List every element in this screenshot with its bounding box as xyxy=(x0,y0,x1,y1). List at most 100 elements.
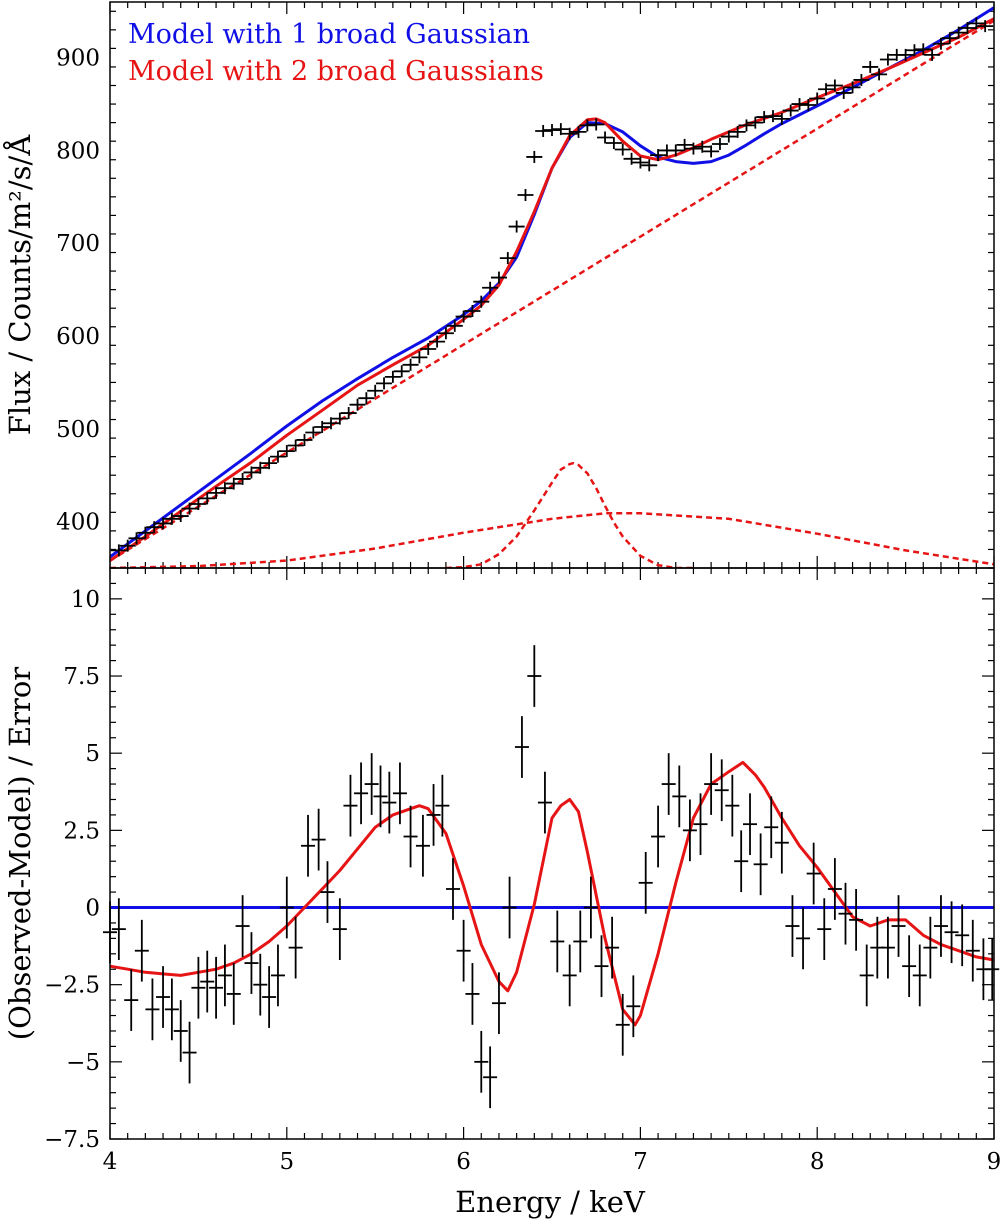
residual-point xyxy=(502,876,517,939)
data-point xyxy=(526,150,543,163)
data-point xyxy=(906,44,923,57)
data-point xyxy=(508,220,525,233)
data-point xyxy=(623,152,640,165)
residual-point xyxy=(415,814,430,877)
residual-point xyxy=(491,972,506,1035)
y-tick-label: −7.5 xyxy=(44,1127,100,1153)
data-point xyxy=(809,92,826,105)
data-point xyxy=(296,433,313,446)
residual-point xyxy=(320,861,335,923)
residual-point xyxy=(156,966,171,1028)
residual-point xyxy=(827,858,842,920)
data-point xyxy=(897,48,914,61)
data-point xyxy=(694,140,711,153)
residual-point xyxy=(301,814,316,877)
residual-point xyxy=(244,932,259,994)
data-point xyxy=(199,492,216,505)
y-tick-label: 800 xyxy=(56,138,100,164)
residual-point xyxy=(354,762,369,825)
data-point xyxy=(110,544,127,557)
data-point xyxy=(402,358,419,371)
residual-point xyxy=(796,907,811,970)
data-point xyxy=(711,137,728,150)
x-tick-label: 6 xyxy=(456,1149,471,1175)
data-point xyxy=(570,125,587,138)
data-point xyxy=(597,131,614,144)
bottom-ticks xyxy=(109,567,995,1140)
data-point xyxy=(853,73,870,86)
residual-point xyxy=(661,753,676,815)
residual-point xyxy=(838,882,853,945)
residual-point xyxy=(343,774,358,837)
residual-point xyxy=(311,808,326,871)
x-tick-label: 4 xyxy=(103,1149,118,1175)
data-point xyxy=(128,532,145,545)
data-point xyxy=(411,351,428,364)
residual-point xyxy=(849,888,864,951)
residual-point xyxy=(562,944,577,1007)
y-tick-label: 600 xyxy=(56,324,100,350)
y-tick-label: 10 xyxy=(71,587,100,613)
data-point xyxy=(800,98,817,111)
residual-point xyxy=(933,895,948,957)
data-point xyxy=(826,79,843,92)
top-tick-labels: 400 500 600 700 800 900 xyxy=(56,46,100,536)
data-point xyxy=(756,111,773,124)
data-point xyxy=(437,327,454,340)
residual-point xyxy=(615,993,630,1056)
x-axis-label: Energy / keV xyxy=(455,1185,646,1219)
data-point xyxy=(729,125,746,138)
residual-point xyxy=(774,811,789,874)
residual-point xyxy=(173,1000,188,1062)
data-point xyxy=(685,142,702,155)
top-ticks xyxy=(109,2,995,569)
bottom-frame xyxy=(109,567,995,1140)
data-point xyxy=(429,335,446,348)
residual-point xyxy=(965,919,980,982)
data-point xyxy=(137,526,154,539)
data-point xyxy=(959,21,976,34)
data-point xyxy=(968,17,985,30)
data-point xyxy=(579,119,596,132)
data-point xyxy=(208,486,225,499)
data-point xyxy=(941,32,958,45)
data-point xyxy=(703,145,720,158)
data-point xyxy=(490,271,507,284)
data-point xyxy=(384,370,401,383)
data-point xyxy=(614,143,631,156)
bottom-residual-points xyxy=(103,645,1000,1109)
data-point xyxy=(163,512,180,525)
x-tick-label: 7 xyxy=(633,1149,648,1175)
data-point xyxy=(446,319,463,332)
data-point xyxy=(747,116,764,129)
data-point xyxy=(915,43,932,56)
bottom-y-axis-label: (Observed-Model) / Error xyxy=(3,667,37,1040)
residual-point xyxy=(537,771,552,834)
data-point xyxy=(473,295,490,308)
data-point xyxy=(314,420,331,433)
residual-point xyxy=(253,953,268,1016)
residual-point xyxy=(902,935,917,998)
data-point xyxy=(358,392,375,405)
residual-point xyxy=(626,975,641,1038)
top-data-points xyxy=(110,17,994,557)
data-point xyxy=(738,119,755,132)
residual-point xyxy=(134,919,149,982)
data-point xyxy=(455,310,472,323)
data-point xyxy=(420,343,437,356)
data-point xyxy=(243,466,260,479)
data-point xyxy=(932,37,949,50)
data-point xyxy=(632,156,649,169)
residual-point xyxy=(288,916,303,979)
data-point xyxy=(791,98,808,111)
bottom-panel: 4 5 6 7 8 9 −7.5 −5 −2.5 0 2.5 5 7.5 10 (Observed-Mod… xyxy=(3,567,1001,1219)
data-point xyxy=(862,60,879,73)
y-tick-label: 2.5 xyxy=(63,818,100,844)
y-tick-label: 5 xyxy=(85,741,100,767)
data-point xyxy=(172,510,189,523)
data-point xyxy=(924,48,941,61)
data-point xyxy=(225,477,242,490)
data-point xyxy=(190,497,207,510)
data-point xyxy=(782,104,799,117)
legend-entry-one-gaussian: Model with 1 broad Gaussian xyxy=(128,19,530,50)
